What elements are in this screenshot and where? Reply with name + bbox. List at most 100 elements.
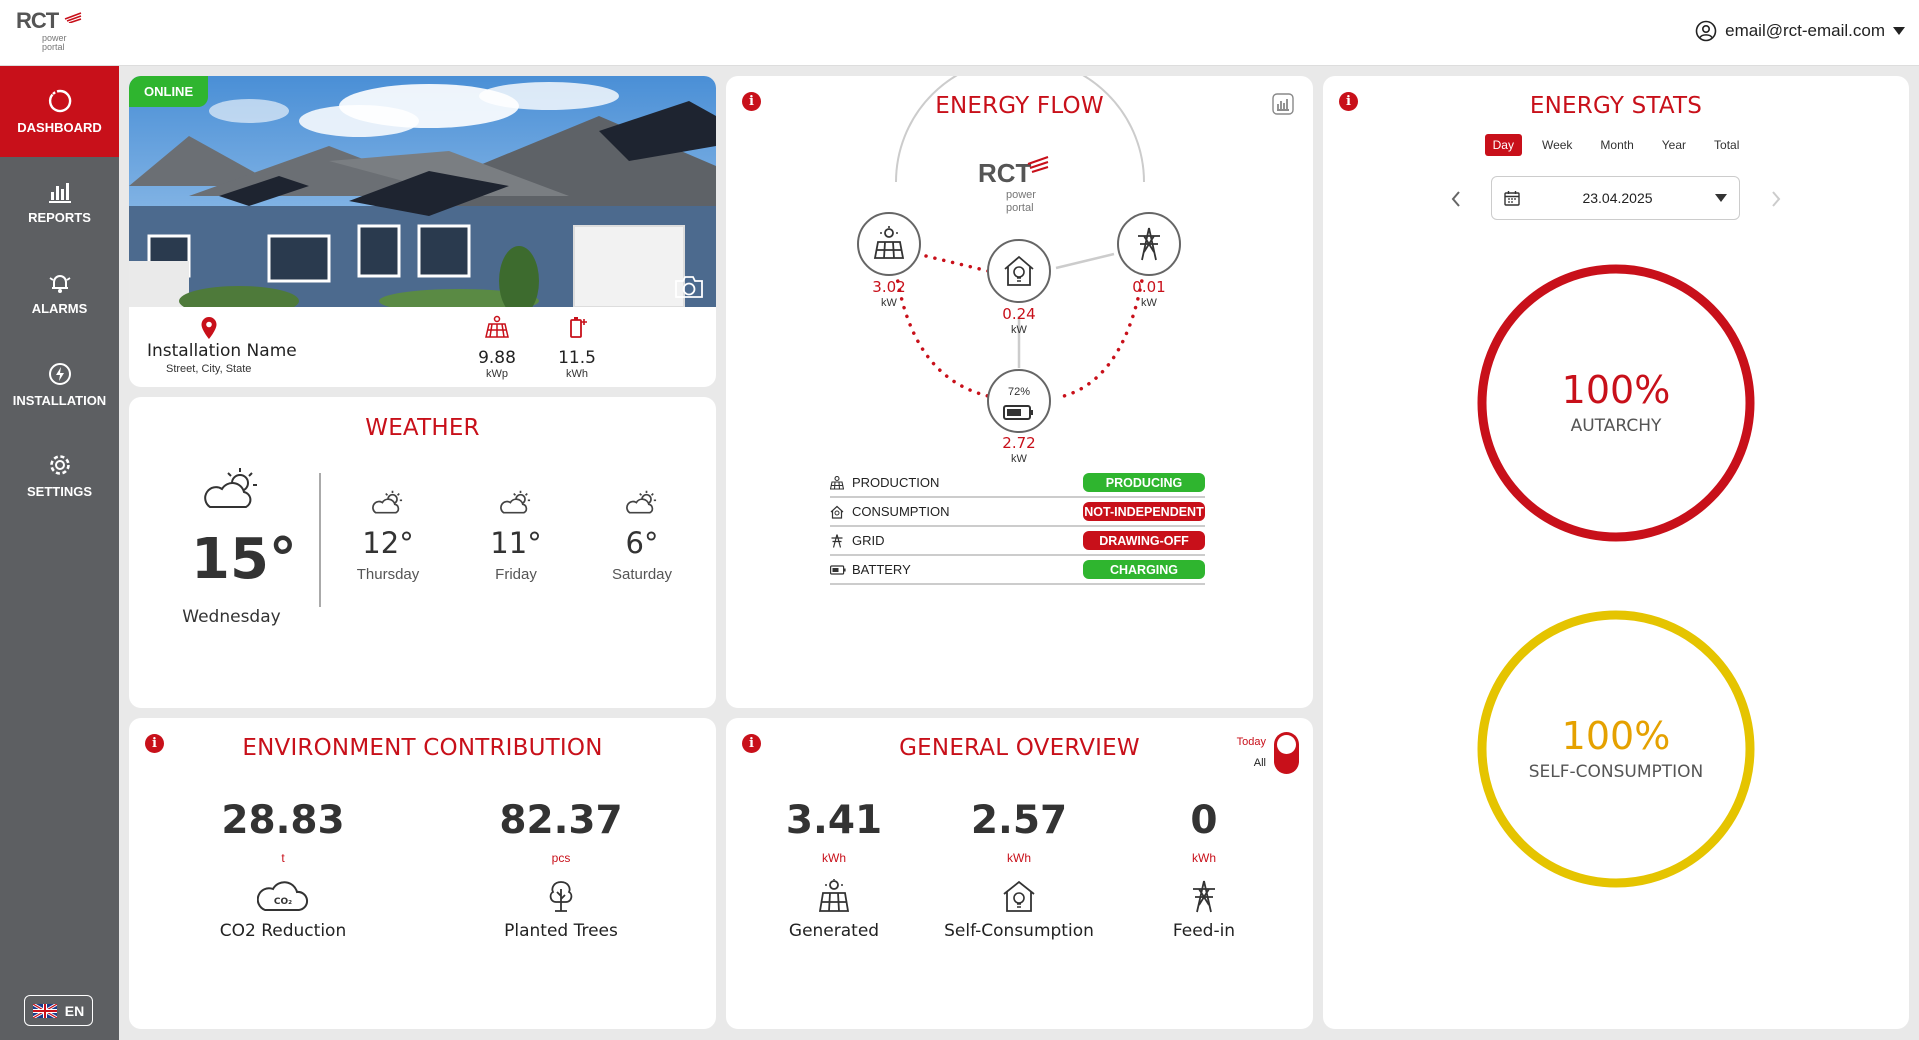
- energy-flow-title: ENERGY FLOW: [935, 93, 1104, 119]
- autarchy-value: 100%: [1561, 368, 1671, 412]
- tab-total[interactable]: Total: [1714, 138, 1740, 152]
- chart-toggle-icon[interactable]: [1272, 93, 1294, 115]
- energy-stats-card: i ENERGY STATS Day Week Month Year Total…: [1323, 76, 1909, 1029]
- solar-panel-icon: [830, 475, 844, 490]
- bell-icon: [49, 275, 70, 293]
- trees-unit: pcs: [551, 851, 571, 865]
- flow-logo-sub1: power: [1006, 189, 1036, 201]
- autarchy-name: AUTARCHY: [1570, 416, 1662, 436]
- grid-value: 0.01: [1132, 278, 1165, 296]
- autarchy-label: 100% AUTARCHY: [1323, 368, 1909, 436]
- house-bulb-icon: [1004, 255, 1034, 286]
- uk-flag-icon: [32, 1003, 57, 1018]
- sidebar-item-dashboard[interactable]: DASHBOARD: [0, 66, 119, 157]
- rct-logo[interactable]: RCT power portal: [16, 8, 96, 58]
- self-consumption-name: SELF-CONSUMPTION: [1528, 762, 1704, 782]
- tab-week[interactable]: Week: [1541, 138, 1573, 152]
- self-consumption-overview-unit: kWh: [1007, 851, 1031, 865]
- general-overview-card: i GENERAL OVERVIEW Today All 3.41 kWh Ge…: [726, 718, 1313, 1029]
- autarchy-ring: [1477, 264, 1755, 542]
- tree-icon: [549, 881, 573, 912]
- battery-icon: [830, 564, 846, 575]
- power-tower-icon: [1138, 227, 1160, 261]
- status-row-battery: BATTERY CHARGING: [830, 556, 1205, 585]
- self-consumption-value: 100%: [1561, 714, 1671, 758]
- language-switch[interactable]: EN: [24, 995, 93, 1026]
- installation-address: Street, City, State: [166, 363, 252, 375]
- date-value: 23.04.2025: [1582, 190, 1653, 206]
- solar-panel-icon: [819, 879, 849, 912]
- status-badge-grid: DRAWING-OFF: [1083, 531, 1205, 550]
- top-header: RCT power portal email@rct-email.com: [0, 0, 1919, 66]
- gear-icon: [49, 455, 70, 475]
- feed-in-value: 0: [1190, 798, 1218, 843]
- energy-flow-card: i ENERGY FLOW: [726, 76, 1313, 708]
- battery-unit: kW: [1011, 453, 1028, 465]
- status-label-production: PRODUCTION: [852, 475, 940, 490]
- user-menu[interactable]: email@rct-email.com: [1695, 20, 1905, 42]
- forecast-day-label-1: Thursday: [356, 566, 420, 583]
- flow-status-list: PRODUCTION PRODUCING CONSUMPTION NOT-IND…: [830, 469, 1205, 585]
- sidebar-item-alarms[interactable]: ALARMS: [0, 248, 119, 339]
- self-consumption-stat: 2.57 kWh Self-Consumption: [919, 798, 1119, 941]
- production-unit: kW: [881, 297, 898, 309]
- chevron-right-icon[interactable]: [1770, 190, 1782, 208]
- status-row-production: PRODUCTION PRODUCING: [830, 469, 1205, 498]
- online-status-badge: ONLINE: [129, 76, 209, 107]
- sidebar-item-reports[interactable]: REPORTS: [0, 157, 119, 248]
- weather-divider: [319, 473, 321, 607]
- tab-day[interactable]: Day: [1484, 134, 1522, 156]
- co2-value: 28.83: [221, 798, 345, 843]
- peak-power-unit: kWp: [486, 368, 508, 380]
- forecast-temp-2: 11°: [490, 526, 542, 560]
- battery-capacity-unit: kWh: [566, 368, 588, 380]
- caret-down-icon: [1893, 27, 1905, 35]
- forecast-day-1: 12° Thursday: [333, 489, 443, 583]
- status-badge-consumption: NOT-INDEPENDENT: [1083, 502, 1205, 521]
- house-image: [129, 76, 716, 307]
- co2-cloud-icon: CO₂: [257, 881, 308, 911]
- info-icon[interactable]: i: [742, 92, 761, 111]
- energy-stats-title: ENERGY STATS: [1529, 93, 1703, 119]
- solar-panel-icon: [873, 226, 905, 259]
- peak-power-stat: 9.88 kWp: [467, 315, 527, 380]
- tab-year[interactable]: Year: [1661, 138, 1687, 152]
- trees-value: 82.37: [499, 798, 623, 843]
- tab-month[interactable]: Month: [1600, 138, 1634, 152]
- toggle-switch[interactable]: [1274, 732, 1299, 774]
- self-consumption-label: 100% SELF-CONSUMPTION: [1323, 714, 1909, 782]
- camera-icon[interactable]: [673, 274, 705, 300]
- planted-trees-stat: 82.37 pcs Planted Trees: [461, 798, 661, 941]
- info-icon[interactable]: i: [742, 734, 761, 753]
- logo-flag-icon: [64, 12, 82, 23]
- battery-plus-icon: [570, 317, 587, 338]
- info-icon[interactable]: i: [145, 734, 164, 753]
- info-icon[interactable]: i: [1339, 92, 1358, 111]
- period-tabs: Day Week Month Year Total: [1323, 134, 1909, 156]
- overview-title: GENERAL OVERVIEW: [899, 735, 1140, 761]
- environment-title: ENVIRONMENT CONTRIBUTION: [242, 735, 603, 761]
- self-consumption-overview-label: Self-Consumption: [944, 921, 1094, 941]
- chevron-left-icon[interactable]: [1450, 190, 1462, 208]
- peak-power-value: 9.88: [478, 348, 516, 368]
- co2-icon-text: CO₂: [274, 897, 292, 907]
- power-tower-icon: [1193, 880, 1215, 913]
- date-picker[interactable]: 23.04.2025: [1491, 176, 1740, 220]
- period-toggle[interactable]: Today All: [1237, 732, 1299, 774]
- forecast-temp-1: 12°: [362, 526, 414, 560]
- consumption-value: 0.24: [1002, 305, 1035, 323]
- co2-unit: t: [281, 851, 285, 865]
- weather-title: WEATHER: [365, 415, 480, 441]
- sidebar-item-settings[interactable]: SETTINGS: [0, 430, 119, 521]
- flow-logo-text: RCT: [978, 158, 1032, 188]
- status-label-consumption: CONSUMPTION: [852, 504, 950, 519]
- sidebar-item-installation[interactable]: INSTALLATION: [0, 339, 119, 430]
- bar-chart-icon: [48, 183, 71, 203]
- battery-value: 2.72: [1002, 434, 1035, 452]
- production-value: 3.02: [872, 278, 905, 296]
- partly-cloudy-icon: [500, 490, 531, 514]
- today-day: Wednesday: [182, 607, 281, 627]
- self-consumption-ring: [1477, 610, 1755, 888]
- forecast-day-label-3: Saturday: [611, 566, 673, 583]
- forecast-temp-3: 6°: [625, 526, 659, 560]
